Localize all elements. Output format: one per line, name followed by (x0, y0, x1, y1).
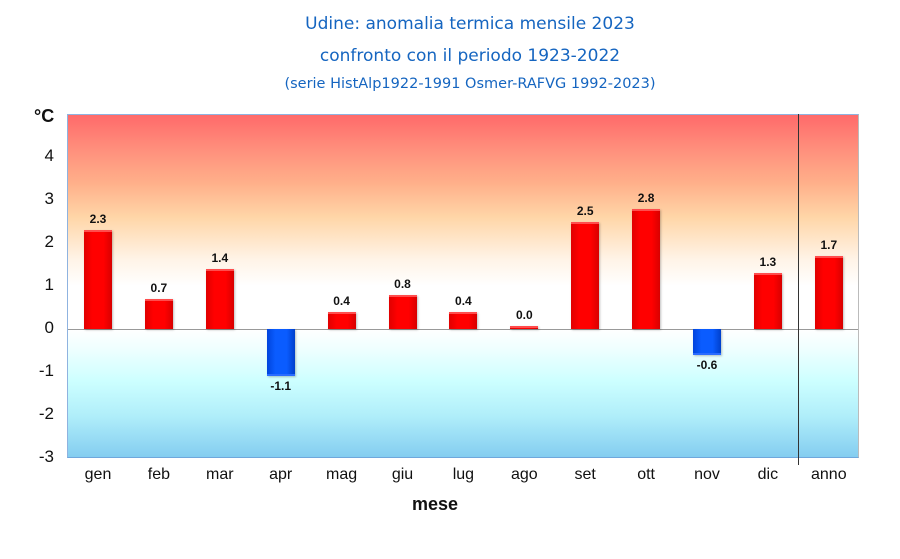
bar-ago (510, 326, 539, 329)
value-label-giu: 0.8 (394, 276, 411, 291)
value-label-mag: 0.4 (333, 293, 350, 308)
chart-subtitle: confronto con il periodo 1923-2022 (319, 46, 621, 66)
bar-mag (327, 311, 356, 329)
x-tick-ago: ago (510, 466, 538, 483)
value-label-nov: -0.6 (696, 357, 718, 372)
bar-nov (693, 329, 721, 355)
x-tick-ott: ott (637, 466, 655, 483)
value-label-dic: 1.3 (759, 255, 777, 270)
bar-lug (449, 311, 478, 329)
y-tick-label: 2 (44, 232, 54, 251)
x-tick-giu: giu (391, 466, 414, 483)
annual-separator-line (798, 114, 799, 465)
bar-mar (205, 268, 234, 329)
value-label-mar: 1.4 (211, 250, 229, 265)
zero-line (68, 329, 858, 330)
x-tick-lug: lug (452, 466, 475, 483)
x-tick-feb: feb (147, 466, 171, 483)
x-tick-anno: anno (811, 466, 847, 483)
y-tick-label: -2 (38, 404, 54, 423)
value-label-ago: 0.0 (515, 308, 533, 322)
x-tick-mag: mag (326, 466, 358, 483)
bar-ott (632, 208, 661, 329)
x-tick-gen: gen (84, 466, 112, 483)
y-tick-label: -1 (38, 361, 54, 380)
value-label-anno: 1.7 (820, 237, 838, 252)
value-label-gen: 2.3 (89, 212, 107, 227)
y-tick-label: -3 (38, 447, 54, 466)
y-tick-label: 1 (44, 275, 54, 294)
bar-dic (753, 273, 782, 329)
x-tick-dic: dic (757, 466, 779, 483)
plot-area (67, 114, 859, 458)
bar-anno (814, 255, 843, 329)
x-axis-title: mese (411, 494, 459, 514)
chart-title: Udine: anomalia termica mensile 2023 (305, 14, 635, 34)
x-tick-set: set (574, 466, 596, 483)
bar-set (571, 221, 600, 329)
chart-note: (serie HistAlp1922-1991 Osmer-RAFVG 1992… (284, 76, 656, 92)
bar-feb (144, 298, 173, 329)
value-label-feb: 0.7 (150, 280, 168, 295)
y-tick-label: 0 (44, 318, 54, 337)
value-label-set: 2.5 (576, 203, 594, 218)
x-tick-apr: apr (269, 466, 293, 483)
y-axis-unit: °C (34, 106, 55, 126)
x-tick-mar: mar (206, 466, 234, 483)
y-tick-label: 3 (44, 189, 54, 208)
bar-gen (84, 230, 112, 329)
bar-apr (266, 329, 295, 377)
value-label-apr: -1.1 (270, 379, 292, 394)
value-label-ott: 2.8 (637, 190, 655, 205)
y-tick-label: 4 (44, 146, 54, 165)
value-label-lug: 0.4 (455, 293, 472, 308)
bar-giu (388, 294, 417, 329)
x-tick-nov: nov (694, 466, 720, 483)
